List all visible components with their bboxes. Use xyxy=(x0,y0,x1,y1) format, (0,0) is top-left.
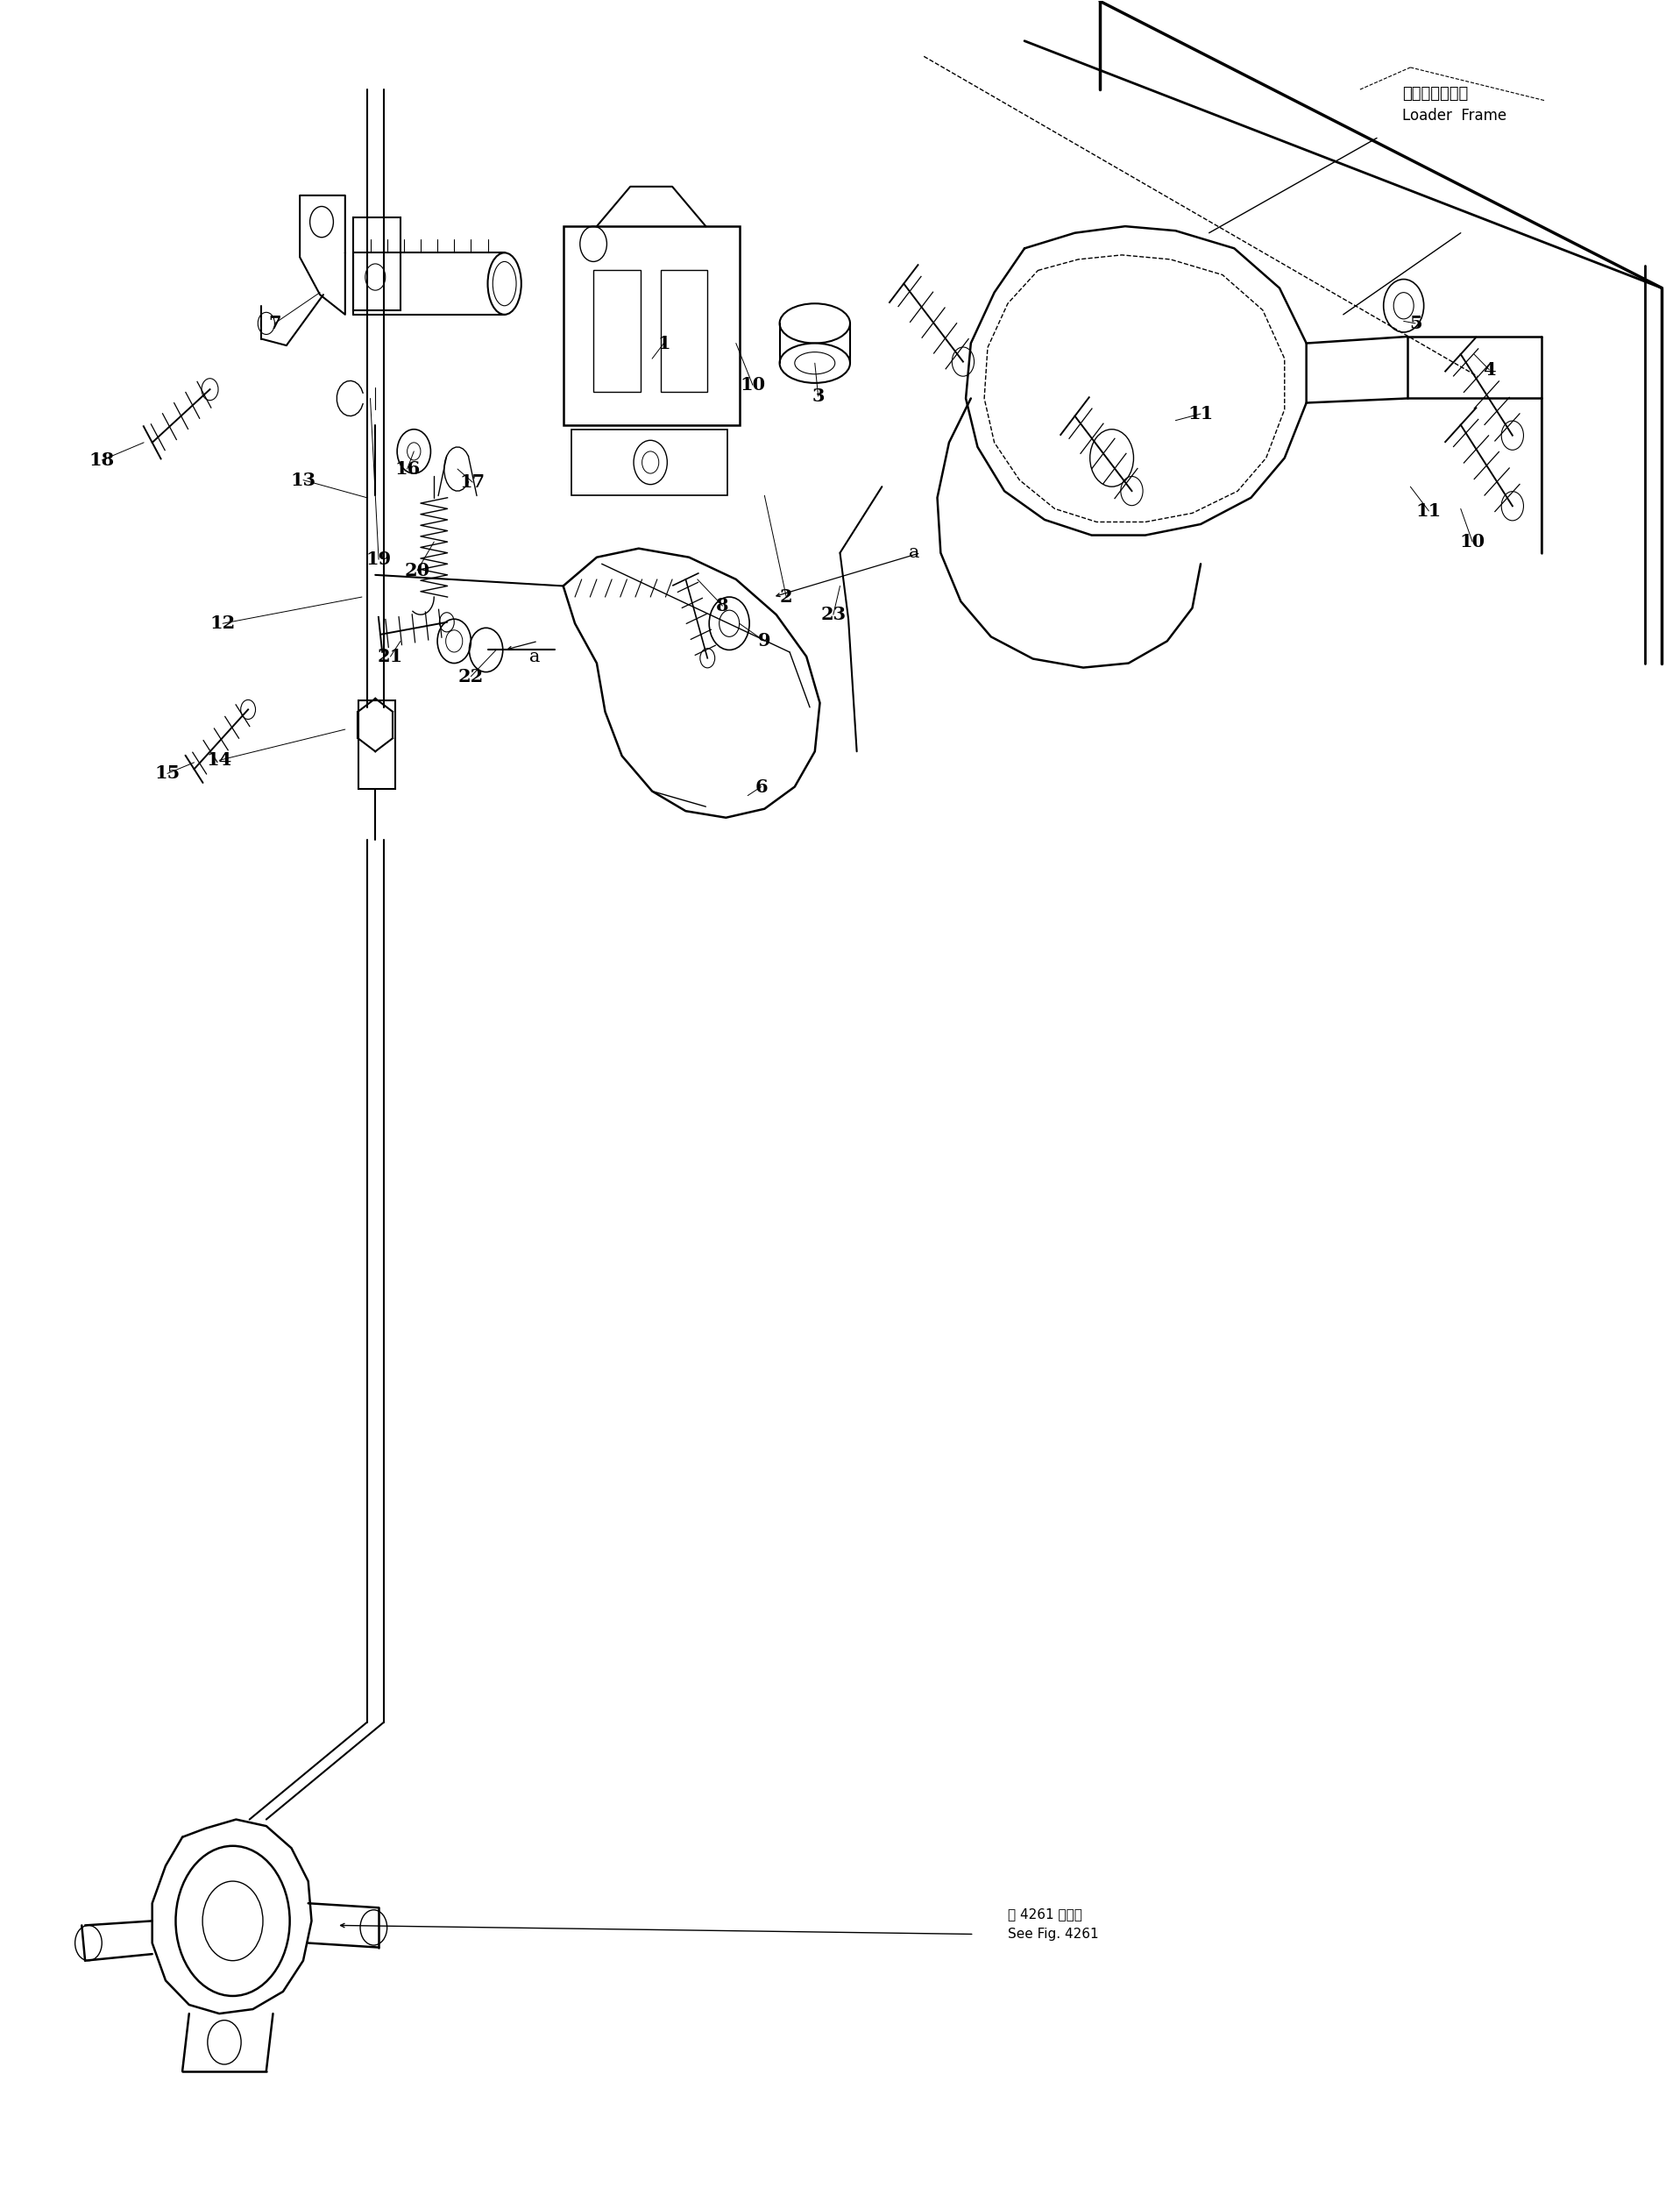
Text: 15: 15 xyxy=(155,764,180,782)
Text: 18: 18 xyxy=(89,451,114,468)
Text: 20: 20 xyxy=(405,561,430,579)
Bar xyxy=(353,216,400,309)
Text: 8: 8 xyxy=(716,596,729,614)
Ellipse shape xyxy=(487,252,521,314)
Text: 11: 11 xyxy=(1188,404,1213,422)
Bar xyxy=(571,429,727,495)
Text: 17: 17 xyxy=(460,473,486,490)
Text: 5: 5 xyxy=(1410,314,1421,331)
Ellipse shape xyxy=(780,342,850,382)
Text: 第 4261 図参照: 第 4261 図参照 xyxy=(1008,1909,1082,1922)
Text: 14: 14 xyxy=(207,751,232,769)
Bar xyxy=(660,269,707,391)
Text: 11: 11 xyxy=(1416,501,1441,519)
Text: a: a xyxy=(909,546,919,561)
Text: 16: 16 xyxy=(395,459,420,477)
Text: 23: 23 xyxy=(820,605,847,623)
Text: See Fig. 4261: See Fig. 4261 xyxy=(1008,1928,1099,1942)
Text: 6: 6 xyxy=(754,778,768,795)
Text: 9: 9 xyxy=(758,632,771,649)
Bar xyxy=(358,700,395,789)
Bar xyxy=(563,225,739,424)
Text: a: a xyxy=(529,647,539,665)
Text: 2: 2 xyxy=(780,588,793,605)
Text: 1: 1 xyxy=(657,334,670,351)
Text: 13: 13 xyxy=(291,471,316,488)
Text: 22: 22 xyxy=(459,667,484,685)
Text: 4: 4 xyxy=(1483,360,1495,378)
Text: Loader  Frame: Loader Frame xyxy=(1403,108,1507,124)
Text: 10: 10 xyxy=(1460,532,1485,550)
Bar xyxy=(593,269,640,391)
Text: 21: 21 xyxy=(378,647,403,665)
Text: ローダフレーム: ローダフレーム xyxy=(1403,86,1468,102)
Text: 10: 10 xyxy=(739,376,766,393)
Text: 7: 7 xyxy=(269,314,281,331)
Text: 3: 3 xyxy=(811,387,825,404)
Text: 19: 19 xyxy=(366,550,391,568)
Text: 12: 12 xyxy=(210,614,235,632)
